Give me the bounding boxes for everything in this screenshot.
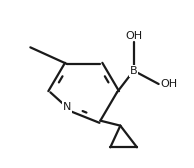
Text: OH: OH xyxy=(125,31,142,41)
Text: B: B xyxy=(130,66,138,76)
Text: OH: OH xyxy=(160,79,178,89)
Text: N: N xyxy=(63,102,71,112)
